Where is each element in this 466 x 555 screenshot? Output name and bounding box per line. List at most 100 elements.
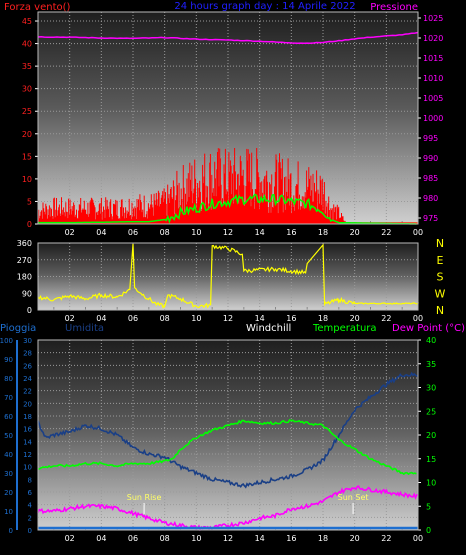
panel-1-frame [37,11,419,225]
x-tick-label: 14 [255,314,265,323]
x-tick-label: 10 [191,228,201,237]
x-tick-label: 00 [413,228,423,237]
pressure-tick-label: 980 [423,194,438,203]
windchill-label: Windchill [246,323,291,334]
umidita-tick-label: 26 [23,362,32,370]
celsius-tick-label: 35 [426,360,436,369]
pressure-tick-label: 1025 [423,14,443,23]
x-tick-label: 18 [318,228,328,237]
x-tick-label: 00 [413,534,423,543]
x-tick-label: 02 [65,534,75,543]
x-tick-label: 06 [128,228,138,237]
direction-tick-label: 90 [22,289,32,298]
dew-point-label: Dew Point (°C) [392,323,465,334]
umidita-tick-label: 14 [23,438,32,446]
celsius-tick-label: 20 [426,431,436,440]
umidita-tick-label: 18 [23,413,32,421]
pioggia-tick-label: 10 [4,508,13,516]
wind-tick-label: 5 [27,197,32,206]
celsius-tick-label: 0 [426,526,431,535]
pioggia-tick-label: 30 [4,470,13,478]
x-tick-label: 22 [381,228,391,237]
x-tick-label: 22 [381,314,391,323]
pioggia-tick-label: 40 [4,451,13,459]
compass-label: N [436,304,444,317]
x-tick-label: 16 [286,534,296,543]
direction-tick-label: 360 [17,239,32,248]
wind-tick-label: 15 [22,152,32,161]
x-tick-label: 08 [160,534,170,543]
sun-annotation: Sun Set [338,493,369,502]
celsius-tick-label: 5 [426,502,431,511]
x-tick-label: 08 [160,228,170,237]
wind-tick-label: 0 [27,220,32,229]
pioggia-tick-label: 90 [4,356,13,364]
x-tick-label: 10 [191,314,201,323]
wind-tick-label: 25 [22,107,32,116]
x-tick-label: 20 [350,534,360,543]
x-tick-label: 16 [286,314,296,323]
temperatura-series [37,418,417,476]
umidita-tick-label: 10 [23,464,32,472]
umidita-tick-label: 12 [23,451,32,459]
sun-annotation: Sun Rise [127,493,162,502]
celsius-tick-label: 15 [426,455,436,464]
wind-tick-label: 10 [22,175,32,184]
x-tick-label: 20 [350,314,360,323]
umidita-tick-label: 28 [23,350,32,358]
wind-tick-label: 30 [22,85,32,94]
pioggia-tick-label: 0 [9,527,13,535]
umidita-label: Umidita [65,323,104,334]
compass-label: S [437,271,444,284]
pioggia-tick-label: 70 [4,394,13,402]
pioggia-label: Pioggia [0,323,36,334]
pressure-tick-label: 990 [423,154,438,163]
umidita-tick-label: 16 [23,426,32,434]
x-tick-label: 12 [223,534,233,543]
pressure-tick-label: 995 [423,134,438,143]
wind-tick-label: 40 [22,40,32,49]
direction-tick-label: 180 [17,273,32,282]
umidita-tick-label: 4 [28,502,33,510]
pressure-tick-label: 1015 [423,54,443,63]
direction-tick-label: 270 [17,256,32,265]
wind-tick-label: 20 [22,130,32,139]
x-tick-label: 14 [255,228,265,237]
x-tick-label: 14 [255,534,265,543]
pressure-tick-label: 1000 [423,114,443,123]
x-tick-label: 18 [318,314,328,323]
x-tick-label: 06 [128,534,138,543]
pioggia-tick-label: 50 [4,432,13,440]
pioggia-tick-label: 80 [4,375,13,383]
celsius-tick-label: 10 [426,479,436,488]
umidita-series [37,371,419,489]
pressure-tick-label: 985 [423,174,438,183]
panel-3-background [38,340,418,530]
x-tick-label: 22 [381,534,391,543]
pressure-tick-label: 1020 [423,34,443,43]
umidita-tick-label: 30 [23,337,32,345]
pioggia-tick-label: 100 [0,337,13,345]
umidita-tick-label: 24 [23,375,32,383]
x-tick-label: 10 [191,534,201,543]
umidita-tick-label: 22 [23,388,32,396]
pressure-tick-label: 1005 [423,94,443,103]
panel-2-frame [37,242,419,311]
chart-title: 24 hours graph day : 14 Aprile 2022 [174,1,355,12]
x-tick-label: 04 [96,534,106,543]
x-tick-label: 02 [65,228,75,237]
pressure-axis-label: Pressione [370,2,418,13]
wind-direction-series [37,243,419,309]
pioggia-tick-label: 60 [4,413,13,421]
pressure-tick-label: 975 [423,214,438,223]
pressure-series [37,31,419,45]
wind-tick-label: 35 [22,62,32,71]
pioggia-tick-label: 20 [4,489,13,497]
x-tick-label: 04 [96,314,106,323]
celsius-tick-label: 30 [426,384,436,393]
x-tick-label: 12 [223,314,233,323]
compass-label: W [435,287,446,300]
wind-average-series [38,193,417,225]
x-tick-label: 02 [65,314,75,323]
